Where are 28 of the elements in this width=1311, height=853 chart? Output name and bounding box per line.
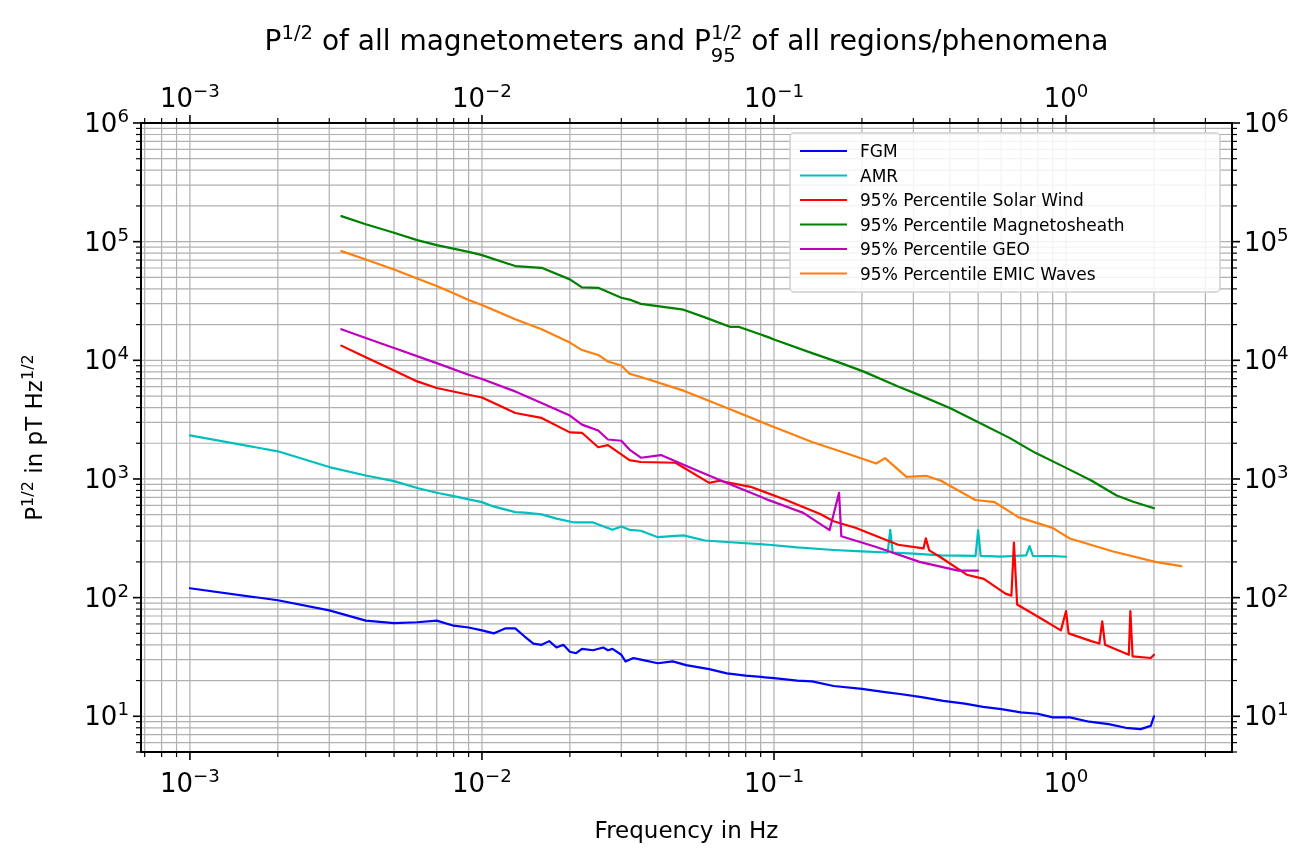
y-tick-label: 10$^{4}$ [1244, 341, 1289, 376]
y-tick-label: 10$^{5}$ [1244, 223, 1289, 257]
y-tick-label: 10$^{6}$ [1244, 104, 1289, 138]
legend-label: 95% Percentile Magnetosheath [860, 214, 1125, 235]
legend-label: 95% Percentile EMIC Waves [860, 263, 1096, 284]
text: 10$^{6}$ [84, 104, 129, 138]
text: 10$^{0}$ [1043, 764, 1089, 798]
x-tick-label: 10$^{−3}$ [159, 79, 220, 113]
legend-label: 95% Percentile GEO [860, 239, 1030, 259]
text: 10$^{2}$ [84, 579, 129, 613]
legend-label: FGM [860, 141, 898, 161]
text: 10$^{1}$ [84, 697, 129, 732]
text: 10$^{−2}$ [452, 764, 512, 798]
y-tick-label: 10$^{3}$ [1244, 460, 1289, 494]
text: 10$^{−3}$ [159, 764, 220, 798]
x-tick-label: 10$^{0}$ [1043, 79, 1089, 113]
x-axis-title: Frequency in Hz [594, 817, 779, 843]
y-tick-label: 10$^{1}$ [1244, 697, 1289, 732]
legend-label: AMR [860, 165, 899, 186]
text: 10$^{5}$ [84, 223, 129, 257]
text: 10$^{4}$ [84, 341, 129, 376]
x-tick-label: 10$^{−2}$ [452, 79, 512, 113]
y-tick-label: 10$^{2}$ [1244, 579, 1289, 613]
chart-title: P$^{1/2}$ of all magnetometers and P$_{95}$$^{1/2}$ of all regions/phenomena [264, 20, 1109, 67]
text: 10$^{3}$ [84, 460, 129, 494]
x-tick-label: 10$^{−1}$ [744, 79, 804, 113]
text: 10$^{−1}$ [744, 764, 804, 798]
legend-label: 95% Percentile Solar Wind [860, 190, 1084, 210]
